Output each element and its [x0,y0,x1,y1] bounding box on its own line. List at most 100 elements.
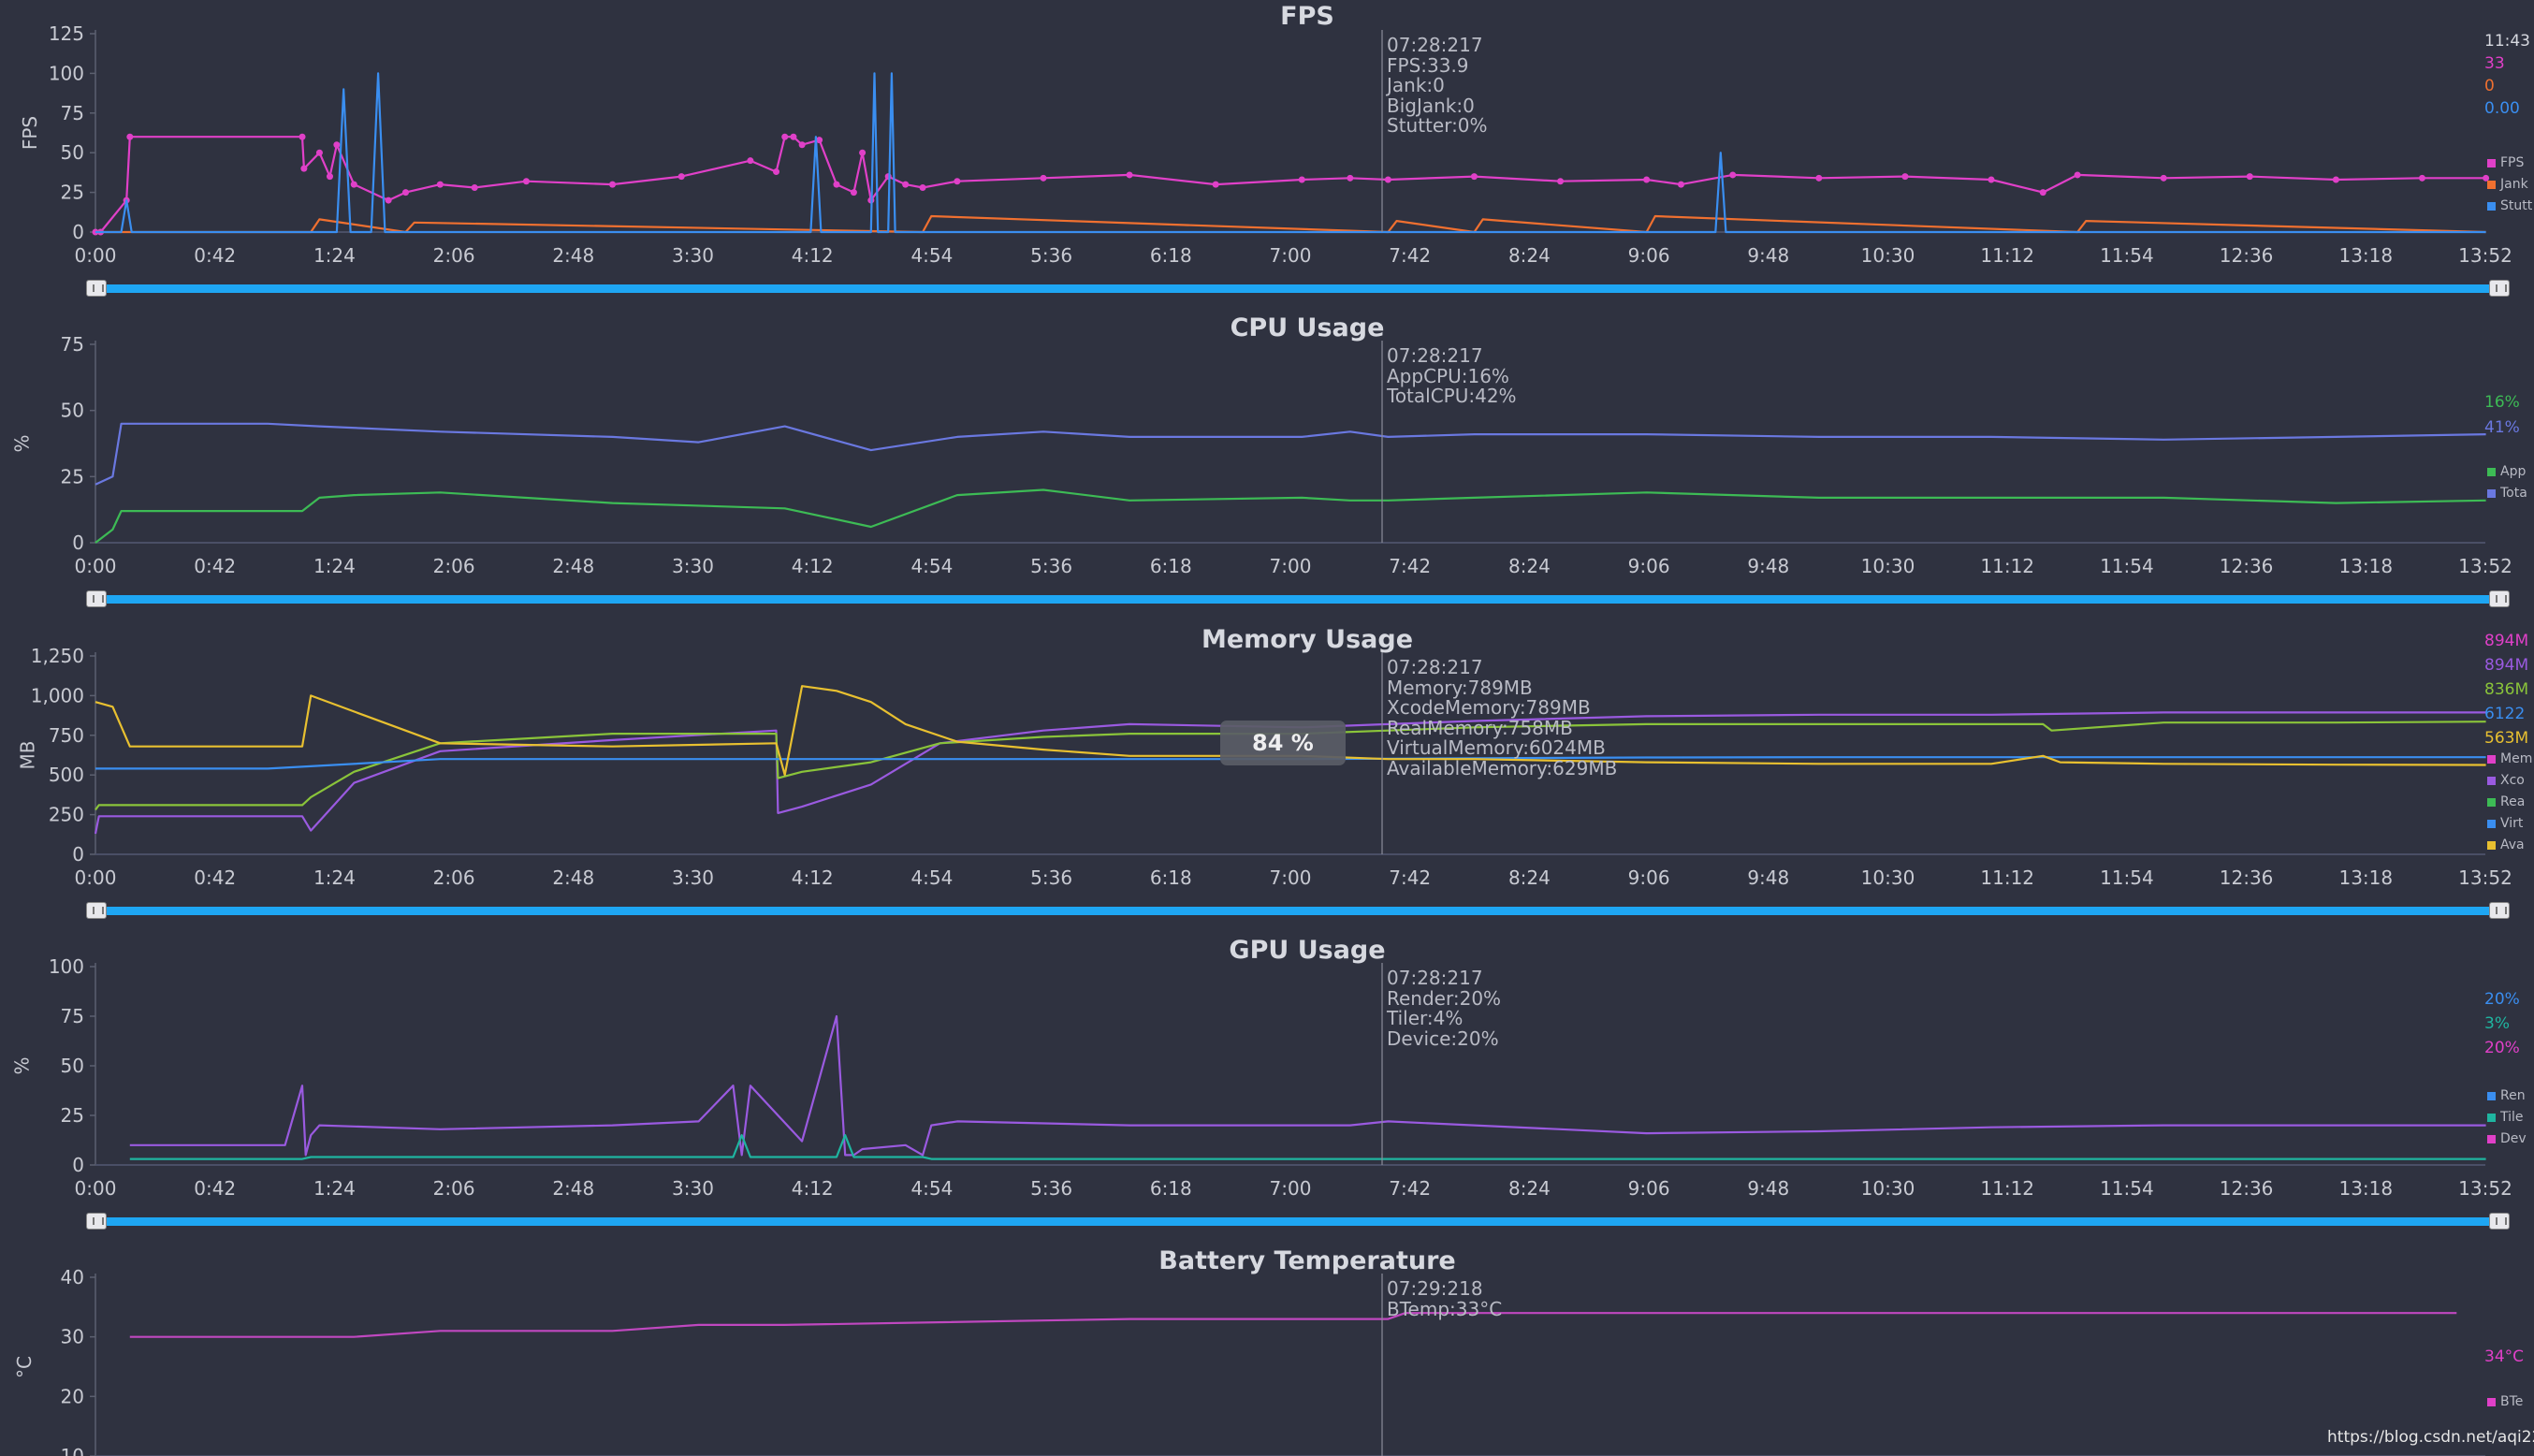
x-tick-label: 1:24 [313,555,356,577]
x-tick-label: 12:36 [2220,866,2274,889]
fps-point [747,157,754,165]
slider-handle-start[interactable] [86,590,107,607]
fps-point [2246,173,2253,181]
slider-handle-end[interactable] [2489,902,2510,919]
series-line-realmemory [95,721,2486,811]
tooltip-line: AppCPU:16% [1387,364,1509,387]
x-tick-label: 7:42 [1389,555,1431,577]
x-tick-label: 1:24 [313,866,356,889]
legend-item: Stutt [2487,198,2532,213]
legend-swatch [2487,1397,2496,1406]
fps-point [2160,174,2167,182]
x-tick-label: 7:00 [1270,555,1312,577]
tooltip-line: 07:28:217 [1387,967,1483,989]
x-tick-label: 13:52 [2458,555,2512,577]
fps-point [919,184,926,192]
y-tick-label: 100 [49,955,84,978]
fps-point [436,181,444,188]
tooltip-line: 07:28:217 [1387,344,1483,367]
fps-point [1212,181,1219,188]
time-range-slider[interactable] [97,1217,2500,1226]
fps-point [2332,176,2339,183]
legend-swatch [2487,754,2496,764]
x-tick-label: 4:12 [792,1177,834,1200]
fps-point [816,137,823,144]
legend-label: Stutt [2500,198,2533,213]
tooltip-line: 07:28:217 [1387,34,1483,56]
legend-item: Xco [2487,773,2525,788]
current-value: 41% [2484,418,2520,437]
series-line-btemp [129,1312,2457,1338]
fps-point [1643,176,1651,183]
fps-point [1988,176,1995,183]
x-tick-label: 13:18 [2338,244,2393,267]
chart-title: Memory Usage [1201,625,1414,654]
legend-label: Jank [2500,177,2528,192]
tooltip-line: BTemp:33°C [1387,1297,1503,1320]
current-value: 34°C [2484,1347,2525,1366]
series-line-tiler [129,1134,2486,1160]
time-range-slider[interactable] [97,907,2500,915]
slider-handle-start[interactable] [86,1213,107,1230]
fps-point [884,173,892,181]
y-axis-label: MB [16,740,39,770]
tooltip-line: XcodeMemory:789MB [1387,696,1591,720]
legend-item: Rea [2487,794,2525,809]
current-value: 894M [2484,632,2529,650]
legend-swatch [2487,488,2496,498]
x-tick-label: 4:12 [792,244,834,267]
x-tick-label: 10:30 [1861,1177,1915,1200]
legend-swatch [2487,1113,2496,1122]
y-axis-label: % [10,434,34,453]
slider-handle-end[interactable] [2489,590,2510,607]
legend-item: Dev [2487,1131,2527,1146]
fps-point [1557,178,1565,185]
chart-title: Battery Temperature [1158,1246,1456,1275]
time-range-slider[interactable] [97,595,2500,604]
fps-point [471,184,478,192]
x-tick-label: 0:42 [194,555,236,577]
watermark: https://blog.csdn.net/aqi22221 [2327,1428,2534,1447]
y-tick-label: 1,250 [31,645,84,667]
x-tick-label: 4:54 [910,555,953,577]
legend-swatch [2487,1134,2496,1143]
fps-point [1470,173,1478,181]
x-tick-label: 5:36 [1030,866,1072,889]
tooltip-line: AvailableMemory:629MB [1387,757,1618,779]
series-line-device [129,1014,2486,1157]
x-tick-label: 9:06 [1628,866,1670,889]
x-tick-label: 11:54 [2100,244,2154,267]
current-value: 33 [2484,54,2505,73]
fps-point [790,133,797,140]
slider-handle-end[interactable] [2489,1213,2510,1230]
series-line-availablememory [95,685,2486,777]
slider-handle-start[interactable] [86,280,107,297]
fps-point [300,165,308,172]
slider-handle-end[interactable] [2489,280,2510,297]
x-tick-label: 9:48 [1747,244,1789,267]
fps-point [2483,174,2490,182]
x-tick-label: 9:48 [1747,866,1789,889]
x-tick-label: 11:12 [1980,1177,2034,1200]
fps-point [677,173,685,181]
time-range-slider[interactable] [97,284,2500,293]
x-tick-label: 2:48 [552,244,594,267]
fps-point [2418,174,2425,182]
tooltip-line: Device:20% [1387,1026,1499,1050]
legend-swatch [2487,158,2496,167]
legend-label: BTe [2500,1394,2524,1409]
legend-swatch [2487,776,2496,785]
x-tick-label: 11:54 [2100,866,2154,889]
fps-point [773,168,780,176]
x-tick-label: 5:36 [1030,555,1072,577]
slider-handle-start[interactable] [86,902,107,919]
x-tick-label: 12:36 [2220,555,2274,577]
x-tick-label: 1:24 [313,1177,356,1200]
fps-point [1126,171,1133,179]
tooltip-line: VirtualMemory:6024MB [1387,736,1606,760]
x-tick-label: 12:36 [2220,244,2274,267]
legend-label: Rea [2500,794,2526,809]
y-axis-label: % [10,1056,34,1075]
current-value: 3% [2484,1014,2510,1033]
